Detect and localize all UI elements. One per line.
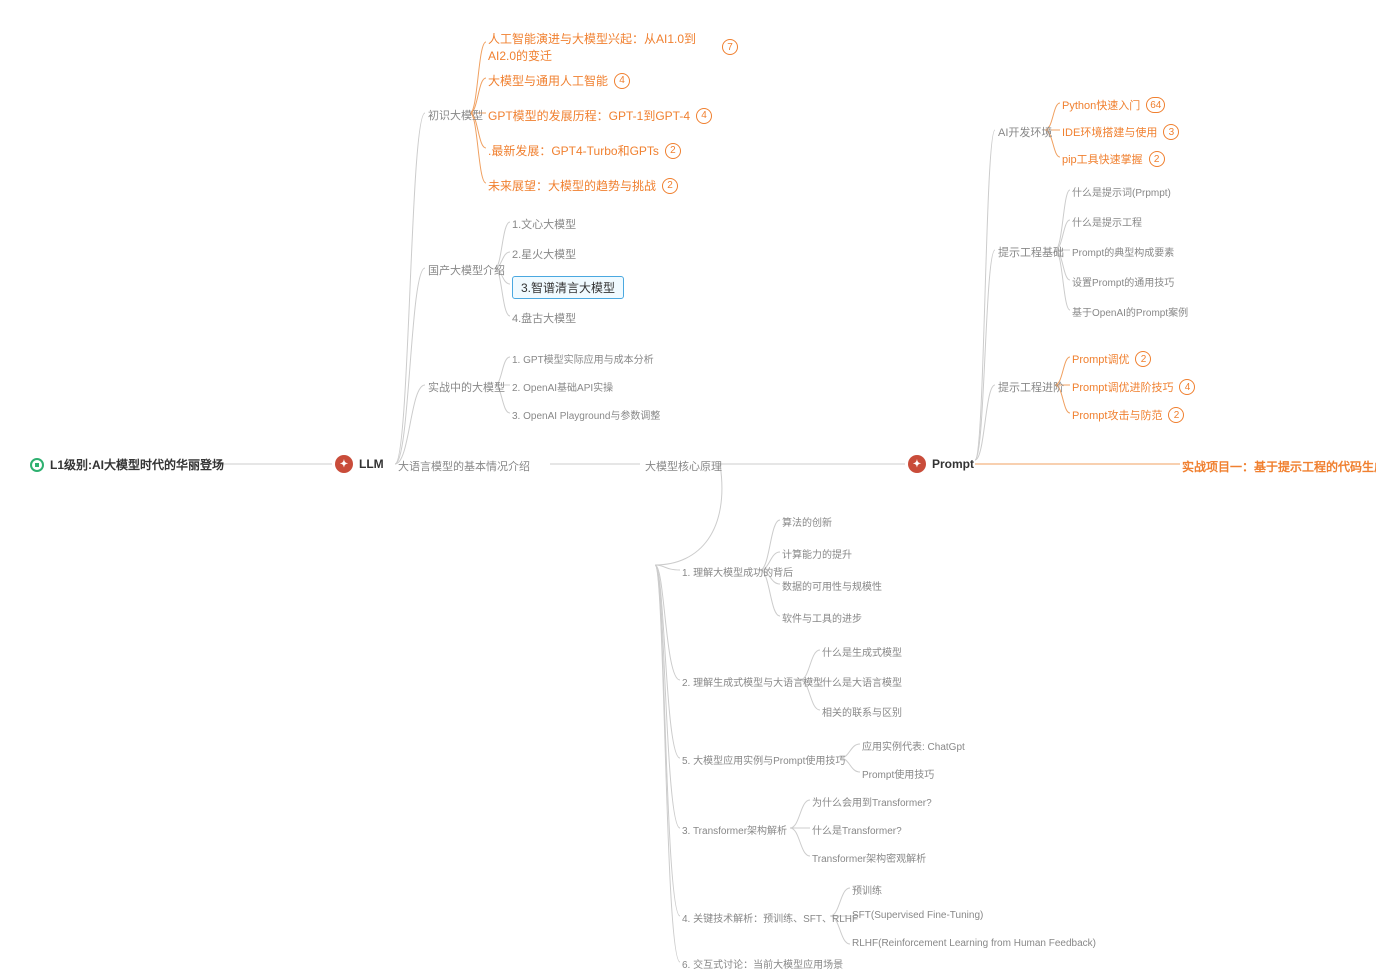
- core-sec-1-item-0[interactable]: 什么是生成式模型: [822, 644, 902, 659]
- core-node[interactable]: 大模型核心原理: [645, 458, 722, 474]
- intro-item-1[interactable]: 大模型与通用人工智能 4: [488, 72, 630, 89]
- branch-practice[interactable]: 实战中的大模型: [428, 379, 505, 395]
- core-sec-5[interactable]: 6. 交互式讨论：当前大模型应用场景: [682, 956, 843, 971]
- branch-domestic[interactable]: 国产大模型介绍: [428, 262, 505, 278]
- adv-item-2[interactable]: Prompt攻击与防范 2: [1072, 407, 1184, 423]
- basic-item-0[interactable]: 什么是提示词(Prpmpt): [1072, 184, 1171, 199]
- root-icon: [30, 458, 44, 472]
- llm-label: LLM: [359, 457, 384, 471]
- branch-intro[interactable]: 初识大模型: [428, 107, 483, 123]
- env-item-1[interactable]: IDE环境搭建与使用 3: [1062, 124, 1179, 140]
- core-sec-4[interactable]: 4. 关键技术解析：预训练、SFT、RLHF: [682, 910, 858, 925]
- core-sec-0-item-3[interactable]: 软件与工具的进步: [782, 610, 862, 625]
- core-sec-3-item-1[interactable]: 什么是Transformer?: [812, 822, 902, 837]
- domestic-item-1[interactable]: 2.星火大模型: [512, 246, 576, 262]
- core-sec-3-item-2[interactable]: Transformer架构密观解析: [812, 850, 926, 865]
- core-sec-3[interactable]: 3. Transformer架构解析: [682, 822, 787, 837]
- intro-item-3[interactable]: .最新发展：GPT4-Turbo和GPTs 2: [488, 142, 681, 159]
- llm-desc: 大语言模型的基本情况介绍: [398, 458, 530, 474]
- domestic-item-2-selected[interactable]: 3.智谱清言大模型: [512, 276, 624, 299]
- adv-item-1[interactable]: Prompt调优进阶技巧 4: [1072, 379, 1195, 395]
- core-sec-4-item-2[interactable]: RLHF(Reinforcement Learning from Human F…: [852, 938, 1096, 949]
- prompt-node[interactable]: ✦ Prompt: [908, 455, 974, 473]
- project-node[interactable]: 实战项目一：基于提示工程的代码生成: [1182, 458, 1376, 475]
- llm-icon: ✦: [335, 455, 353, 473]
- adv-item-0[interactable]: Prompt调优 2: [1072, 351, 1151, 367]
- domestic-item-3[interactable]: 4.盘古大模型: [512, 310, 576, 326]
- domestic-item-0[interactable]: 1.文心大模型: [512, 216, 576, 232]
- prompt-icon: ✦: [908, 455, 926, 473]
- core-sec-2-item-1[interactable]: Prompt使用技巧: [862, 766, 934, 781]
- practice-item-1[interactable]: 2. OpenAI基础API实操: [512, 379, 613, 394]
- core-sec-4-item-1[interactable]: SFT(Supervised Fine-Tuning): [852, 910, 983, 921]
- core-sec-3-item-0[interactable]: 为什么会用到Transformer?: [812, 794, 932, 809]
- basic-item-3[interactable]: 设置Prompt的通用技巧: [1072, 274, 1174, 289]
- basic-item-1[interactable]: 什么是提示工程: [1072, 214, 1142, 229]
- basic-item-4[interactable]: 基于OpenAI的Prompt案例: [1072, 304, 1188, 319]
- core-sec-0[interactable]: 1. 理解大模型成功的背后: [682, 564, 793, 579]
- intro-item-0[interactable]: 人工智能演进与大模型兴起：从AI1.0到AI2.0的变迁 7: [488, 30, 738, 64]
- core-sec-4-item-0[interactable]: 预训练: [852, 882, 882, 897]
- core-sec-1-item-1[interactable]: 什么是大语言模型: [822, 674, 902, 689]
- root-node[interactable]: L1级别:AI大模型时代的华丽登场: [30, 456, 224, 473]
- llm-node[interactable]: ✦ LLM: [335, 455, 384, 473]
- core-sec-1[interactable]: 2. 理解生成式模型与大语言模型: [682, 674, 823, 689]
- branch-basic[interactable]: 提示工程基础: [998, 244, 1064, 260]
- env-item-0[interactable]: Python快速入门 64: [1062, 97, 1165, 113]
- root-text: L1级别:AI大模型时代的华丽登场: [50, 456, 224, 473]
- basic-item-2[interactable]: Prompt的典型构成要素: [1072, 244, 1174, 259]
- branch-env[interactable]: AI开发环境: [998, 124, 1052, 140]
- core-sec-2-item-0[interactable]: 应用实例代表: ChatGpt: [862, 738, 965, 753]
- core-sec-0-item-2[interactable]: 数据的可用性与规模性: [782, 578, 882, 593]
- practice-item-2[interactable]: 3. OpenAI Playground与参数调整: [512, 407, 660, 422]
- intro-item-2[interactable]: GPT模型的发展历程：GPT-1到GPT-4 4: [488, 107, 712, 124]
- env-item-2[interactable]: pip工具快速掌握 2: [1062, 151, 1165, 167]
- branch-adv[interactable]: 提示工程进阶: [998, 379, 1064, 395]
- core-sec-0-item-0[interactable]: 算法的创新: [782, 514, 832, 529]
- core-sec-0-item-1[interactable]: 计算能力的提升: [782, 546, 852, 561]
- core-sec-2[interactable]: 5. 大模型应用实例与Prompt使用技巧: [682, 752, 845, 767]
- practice-item-0[interactable]: 1. GPT模型实际应用与成本分析: [512, 351, 654, 366]
- intro-item-4[interactable]: 未来展望：大模型的趋势与挑战 2: [488, 177, 678, 194]
- prompt-label: Prompt: [932, 457, 974, 471]
- core-sec-1-item-2[interactable]: 相关的联系与区别: [822, 704, 902, 719]
